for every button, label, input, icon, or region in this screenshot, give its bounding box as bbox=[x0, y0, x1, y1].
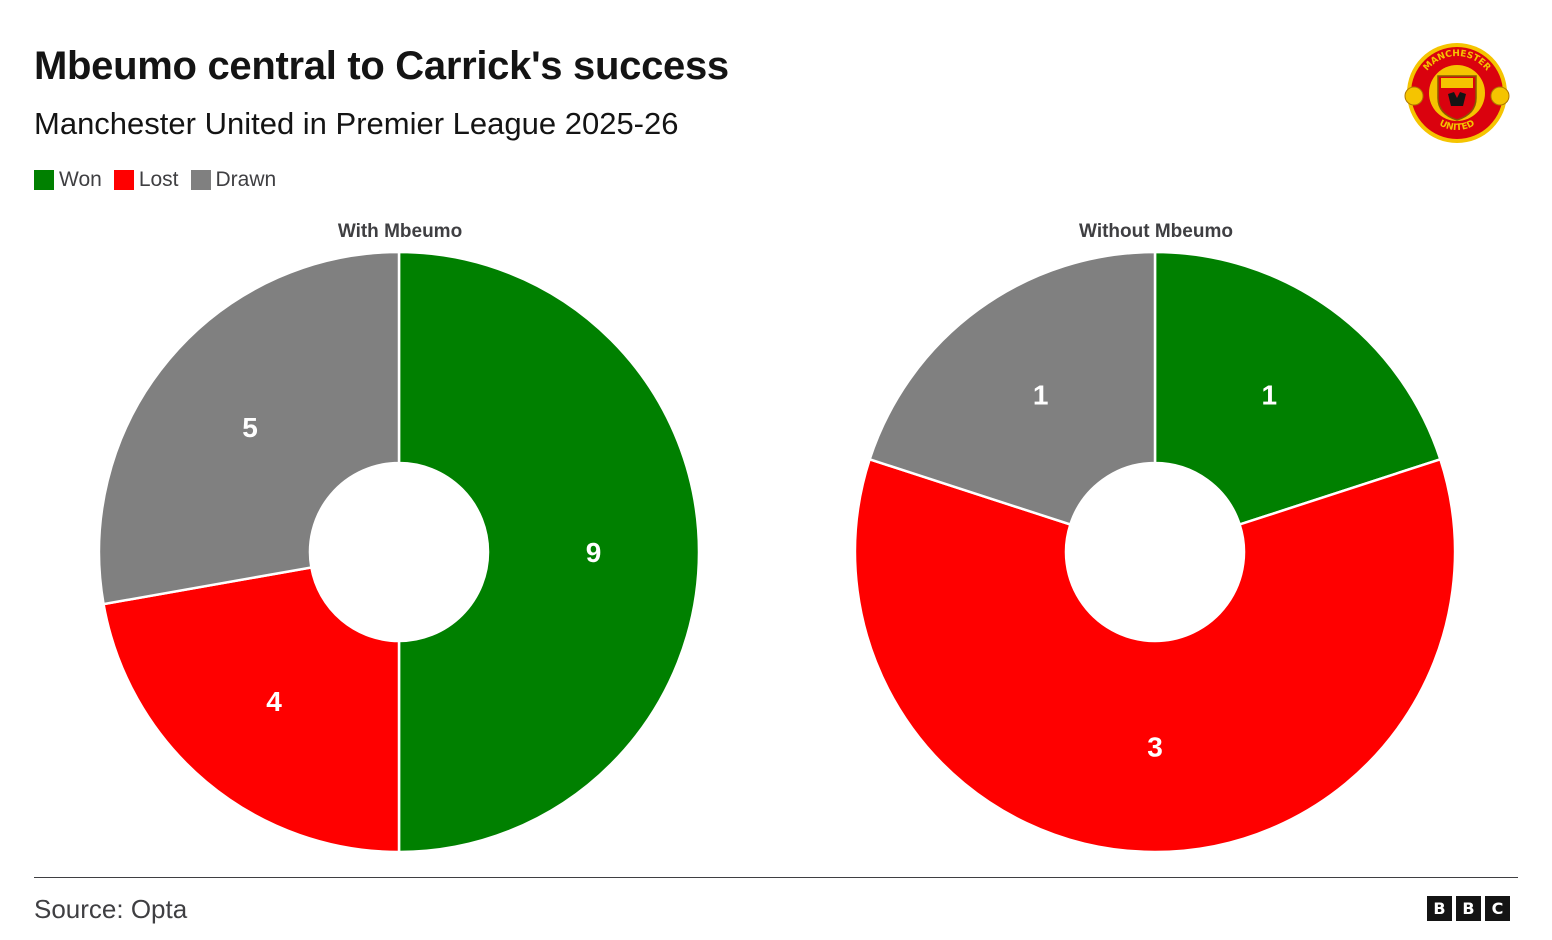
donut-slice-won bbox=[1153, 250, 1442, 527]
chart-subtitle: Manchester United in Premier League 2025… bbox=[34, 106, 679, 141]
legend-label-lost: Lost bbox=[138, 168, 179, 191]
donut-without-mbeumo: 1 3 1 bbox=[853, 250, 1457, 854]
donut-value-label-drawn: 1 bbox=[1033, 380, 1049, 411]
footer-divider bbox=[34, 877, 1518, 878]
svg-text:UNITED: UNITED bbox=[1438, 119, 1477, 133]
bbc-logo-letter: C bbox=[1485, 896, 1510, 921]
legend-swatch-drawn bbox=[190, 170, 211, 190]
donut-value-label-lost: 4 bbox=[266, 686, 282, 717]
manchester-united-crest-icon: MANCHESTER UNITED bbox=[1404, 43, 1510, 143]
donut-title-with-mbeumo: With Mbeumo bbox=[338, 221, 462, 242]
chart-title: Mbeumo central to Carrick's success bbox=[34, 44, 729, 88]
donut-slice-lost bbox=[102, 566, 401, 854]
bbc-logo-letter: B bbox=[1427, 896, 1452, 921]
bbc-logo: B B C bbox=[1427, 896, 1510, 921]
donut-value-label-drawn: 5 bbox=[242, 412, 258, 443]
donut-slice-drawn bbox=[97, 250, 401, 606]
donut-title-without-mbeumo: Without Mbeumo bbox=[1079, 221, 1233, 242]
donut-slice-drawn bbox=[868, 250, 1157, 527]
donut-value-label-lost: 3 bbox=[1147, 732, 1163, 763]
donut-with-mbeumo: 9 4 5 bbox=[97, 250, 701, 854]
legend-label-won: Won bbox=[59, 168, 102, 191]
legend-label-drawn: Drawn bbox=[215, 168, 277, 191]
source-note: Source: Opta bbox=[34, 894, 188, 924]
donut-value-label-won: 1 bbox=[1262, 380, 1278, 411]
legend-swatch-lost bbox=[113, 170, 134, 190]
donut-slice-won bbox=[397, 250, 701, 854]
legend: Won Lost Drawn bbox=[34, 168, 276, 192]
bbc-logo-letter: B bbox=[1456, 896, 1481, 921]
legend-item-lost: Lost bbox=[113, 168, 179, 192]
legend-item-won: Won bbox=[34, 168, 102, 192]
crest-text-bottom: UNITED bbox=[1438, 119, 1477, 133]
donut-slice-lost bbox=[853, 457, 1457, 854]
legend-item-drawn: Drawn bbox=[190, 168, 277, 192]
legend-swatch-won bbox=[34, 170, 54, 190]
donut-value-label-won: 9 bbox=[586, 537, 602, 568]
